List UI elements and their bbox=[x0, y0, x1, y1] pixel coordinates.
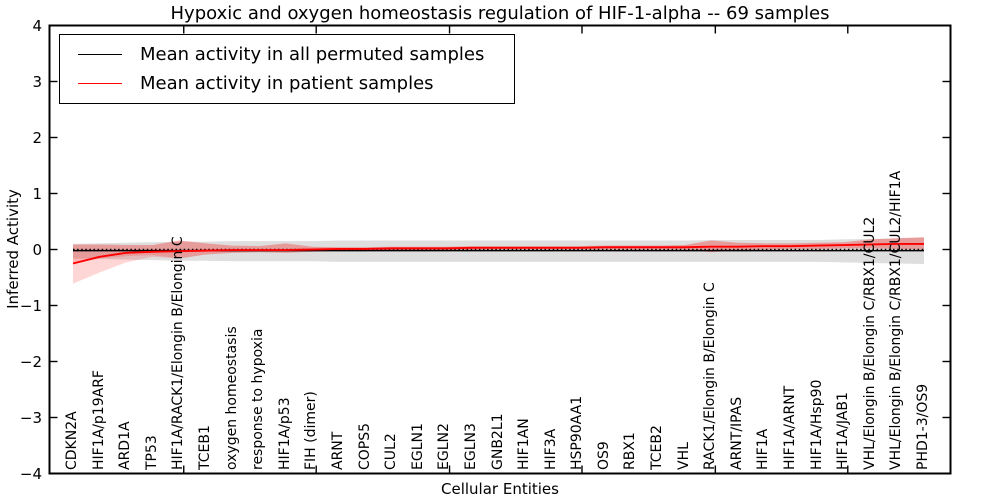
x-tick-label: ARNT bbox=[329, 431, 346, 470]
x-tick-label: EGLN3 bbox=[462, 423, 479, 470]
chart-title: Hypoxic and oxygen homeostasis regulatio… bbox=[170, 3, 830, 24]
x-tick-label: TP53 bbox=[143, 435, 160, 470]
x-tick-label: TCEB1 bbox=[196, 425, 213, 470]
legend-label-patient: Mean activity in patient samples bbox=[140, 73, 434, 94]
x-tick-label: HIF1A/p19ARF bbox=[90, 370, 107, 470]
x-tick-label: GNB2L1 bbox=[489, 413, 506, 470]
y-tick-label: 3 bbox=[32, 72, 42, 91]
x-tick-label: CDKN2A bbox=[64, 411, 80, 470]
patient-band-inner bbox=[73, 237, 924, 264]
x-tick-label: RBX1 bbox=[622, 432, 639, 470]
legend: Mean activity in all permuted samples Me… bbox=[59, 34, 515, 104]
x-tick-label: HIF1A bbox=[755, 428, 772, 470]
x-tick-label: OS9 bbox=[595, 441, 612, 470]
y-tick-label: 1 bbox=[32, 184, 42, 203]
y-tick-label: 4 bbox=[32, 16, 42, 35]
x-tick-label: HSP90AA1 bbox=[569, 395, 586, 470]
legend-line-patient bbox=[78, 83, 122, 84]
x-tick-label: HIF1A/RACK1/Elongin B/Elongin C bbox=[170, 236, 187, 470]
x-tick-label: COPS5 bbox=[356, 422, 373, 470]
y-tick-label: −2 bbox=[19, 352, 42, 371]
x-tick-label: VHL bbox=[675, 442, 692, 470]
patient-mean-line bbox=[72, 242, 924, 265]
x-tick-label: ARD1A bbox=[117, 421, 134, 470]
x-tick-label: HIF1A/ARNT bbox=[782, 385, 799, 470]
y-tick-label: −1 bbox=[19, 296, 42, 315]
x-tick-label: VHL/Elongin B/Elongin C/RBX1/CUL2 bbox=[861, 216, 878, 470]
x-tick-label: PHD1-3/OS9 bbox=[915, 383, 931, 470]
x-tick-label: FIH (dimer) bbox=[303, 391, 320, 470]
legend-entry-patient: Mean activity in patient samples bbox=[70, 69, 504, 98]
y-tick-label: −4 bbox=[19, 464, 42, 483]
x-tick-label: TCEB2 bbox=[649, 425, 666, 470]
x-tick-label: ARNT/IPAS bbox=[728, 396, 745, 470]
x-tick-label: RACK1/Elongin B/Elongin C bbox=[702, 282, 719, 470]
x-tick-label: HIF3A bbox=[542, 428, 559, 470]
legend-line-permuted bbox=[78, 54, 122, 55]
x-tick-label: HIF1A/JAB1 bbox=[835, 392, 852, 470]
x-tick-label: oxygen homeostasis bbox=[223, 326, 240, 470]
x-tick-label: HIF1AN bbox=[516, 418, 533, 470]
y-tick-label: 2 bbox=[32, 128, 42, 147]
x-tick-label: CUL2 bbox=[383, 433, 400, 470]
x-tick-label: EGLN2 bbox=[436, 423, 453, 470]
x-tick-label: HIF1A/p53 bbox=[276, 397, 293, 470]
y-tick-label: −3 bbox=[19, 408, 42, 427]
patient-band-outer bbox=[73, 237, 924, 284]
x-axis-label: Cellular Entities bbox=[441, 480, 559, 498]
legend-entry-permuted: Mean activity in all permuted samples bbox=[70, 40, 504, 69]
y-tick-label: 0 bbox=[32, 240, 42, 259]
legend-label-permuted: Mean activity in all permuted samples bbox=[140, 44, 485, 65]
x-tick-label: VHL/Elongin B/Elongin C/RBX1/CUL2/HIF1A bbox=[888, 170, 905, 470]
x-tick-label: response to hypoxia bbox=[250, 328, 267, 470]
x-tick-label: EGLN1 bbox=[409, 423, 426, 470]
x-tick-label: HIF1A/Hsp90 bbox=[808, 379, 825, 470]
